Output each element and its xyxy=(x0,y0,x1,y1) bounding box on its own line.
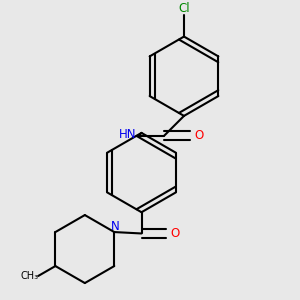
Text: CH₃: CH₃ xyxy=(20,271,38,281)
Text: Cl: Cl xyxy=(178,2,190,15)
Text: O: O xyxy=(194,129,203,142)
Text: O: O xyxy=(170,227,179,240)
Text: HN: HN xyxy=(119,128,137,141)
Text: N: N xyxy=(111,220,120,233)
